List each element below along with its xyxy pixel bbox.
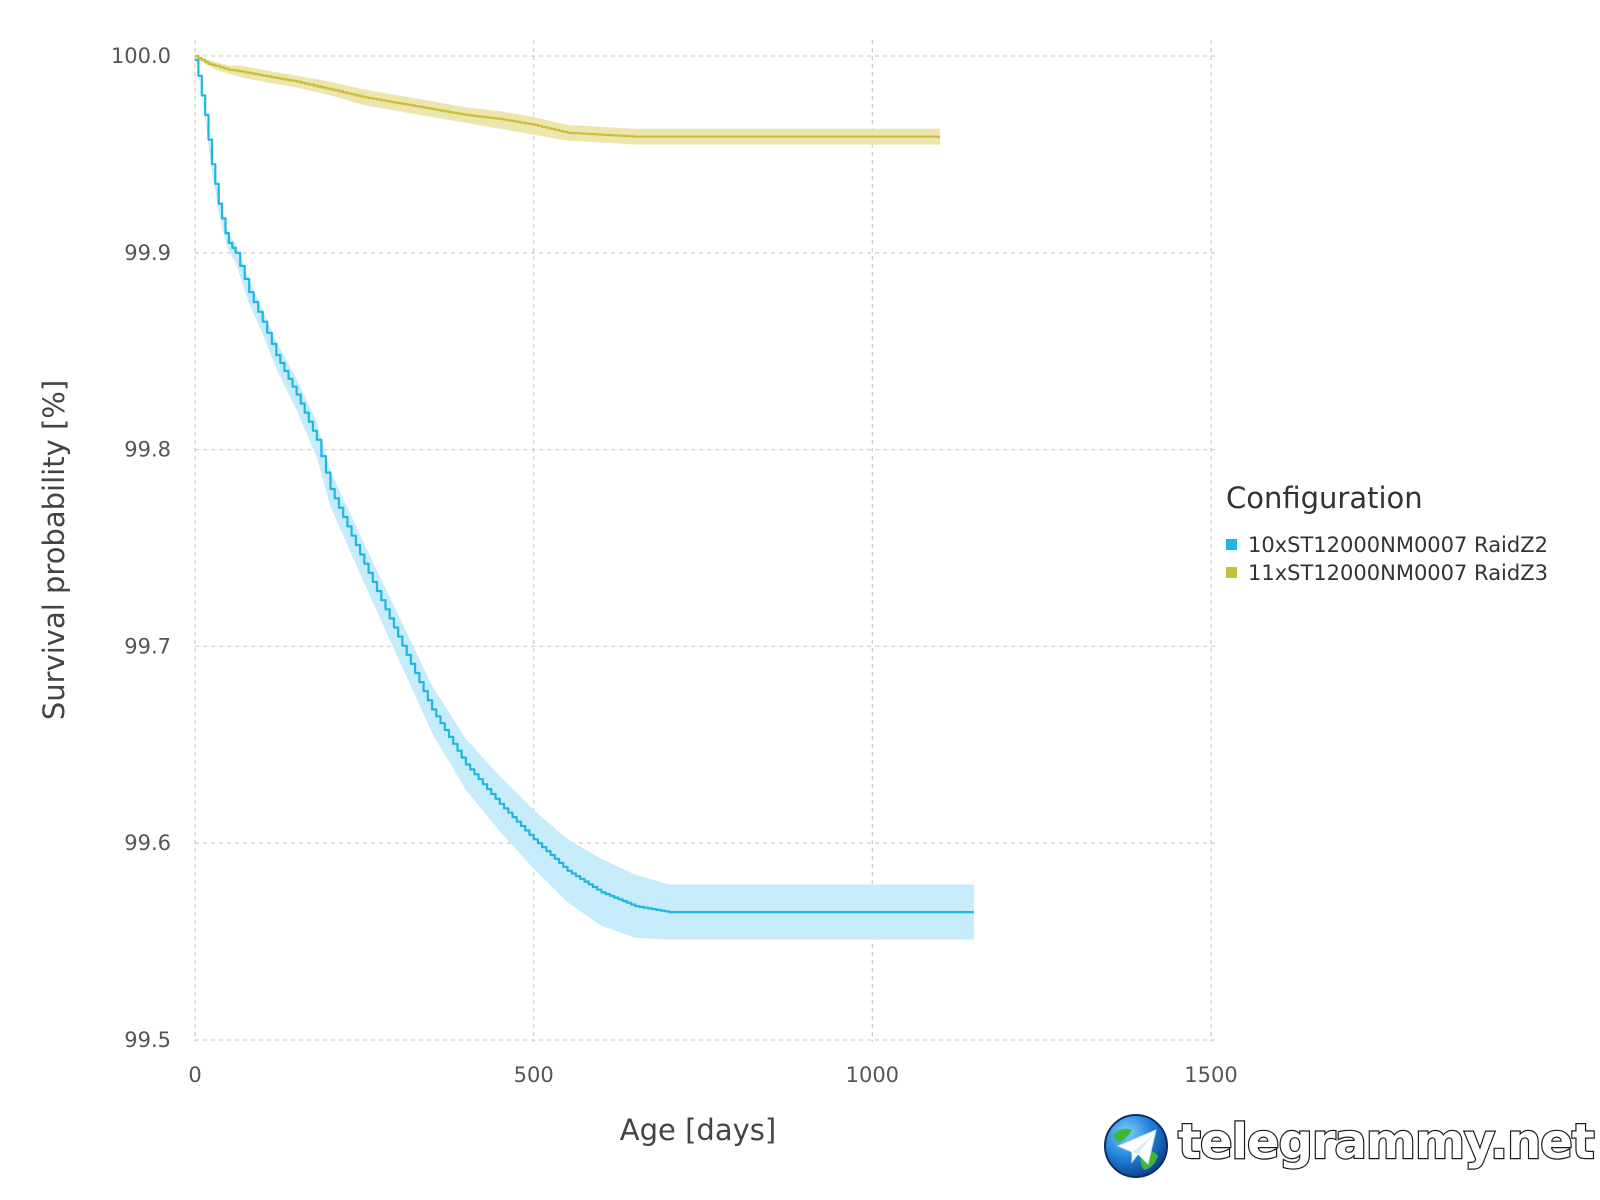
x-tick-label: 1500 [1184,1063,1237,1087]
x-tick-labels: 0 500 1000 1500 [188,1063,1237,1087]
y-tick-label: 99.5 [124,1028,171,1052]
y-tick-label: 99.6 [124,831,171,855]
legend-swatch [1226,567,1237,578]
x-axis-title: Age [days] [620,1113,776,1147]
y-tick-labels: 100.0 99.9 99.8 99.7 99.6 99.5 [111,44,171,1052]
watermark: telegrammy.net [1102,1112,1598,1182]
grid-lines [194,40,1219,1042]
confidence-band-1 [195,59,974,940]
y-tick-label: 100.0 [111,44,171,68]
series-line-2 [195,54,941,138]
x-tick-label: 0 [188,1063,201,1087]
y-tick-label: 99.7 [124,634,171,658]
series-lines [195,54,974,914]
watermark-text: telegrammy.net [1177,1113,1596,1171]
telegram-globe-icon [1104,1114,1168,1178]
confidence-bands [195,56,974,940]
y-tick-label: 99.8 [124,438,171,462]
series-line-1 [195,58,974,914]
y-axis-title: Survival probability [%] [37,380,71,720]
legend-swatch [1226,539,1237,550]
y-tick-label: 99.9 [124,241,171,265]
legend-label: 11xST12000NM0007 RaidZ3 [1248,561,1548,585]
legend-items: 10xST12000NM0007 RaidZ2 11xST12000NM0007 … [1226,533,1548,585]
legend-label: 10xST12000NM0007 RaidZ2 [1248,533,1548,557]
x-tick-label: 1000 [846,1063,899,1087]
legend-title: Configuration [1226,481,1423,515]
x-tick-label: 500 [514,1063,554,1087]
legend: Configuration 10xST12000NM0007 RaidZ2 11x… [1226,481,1548,585]
